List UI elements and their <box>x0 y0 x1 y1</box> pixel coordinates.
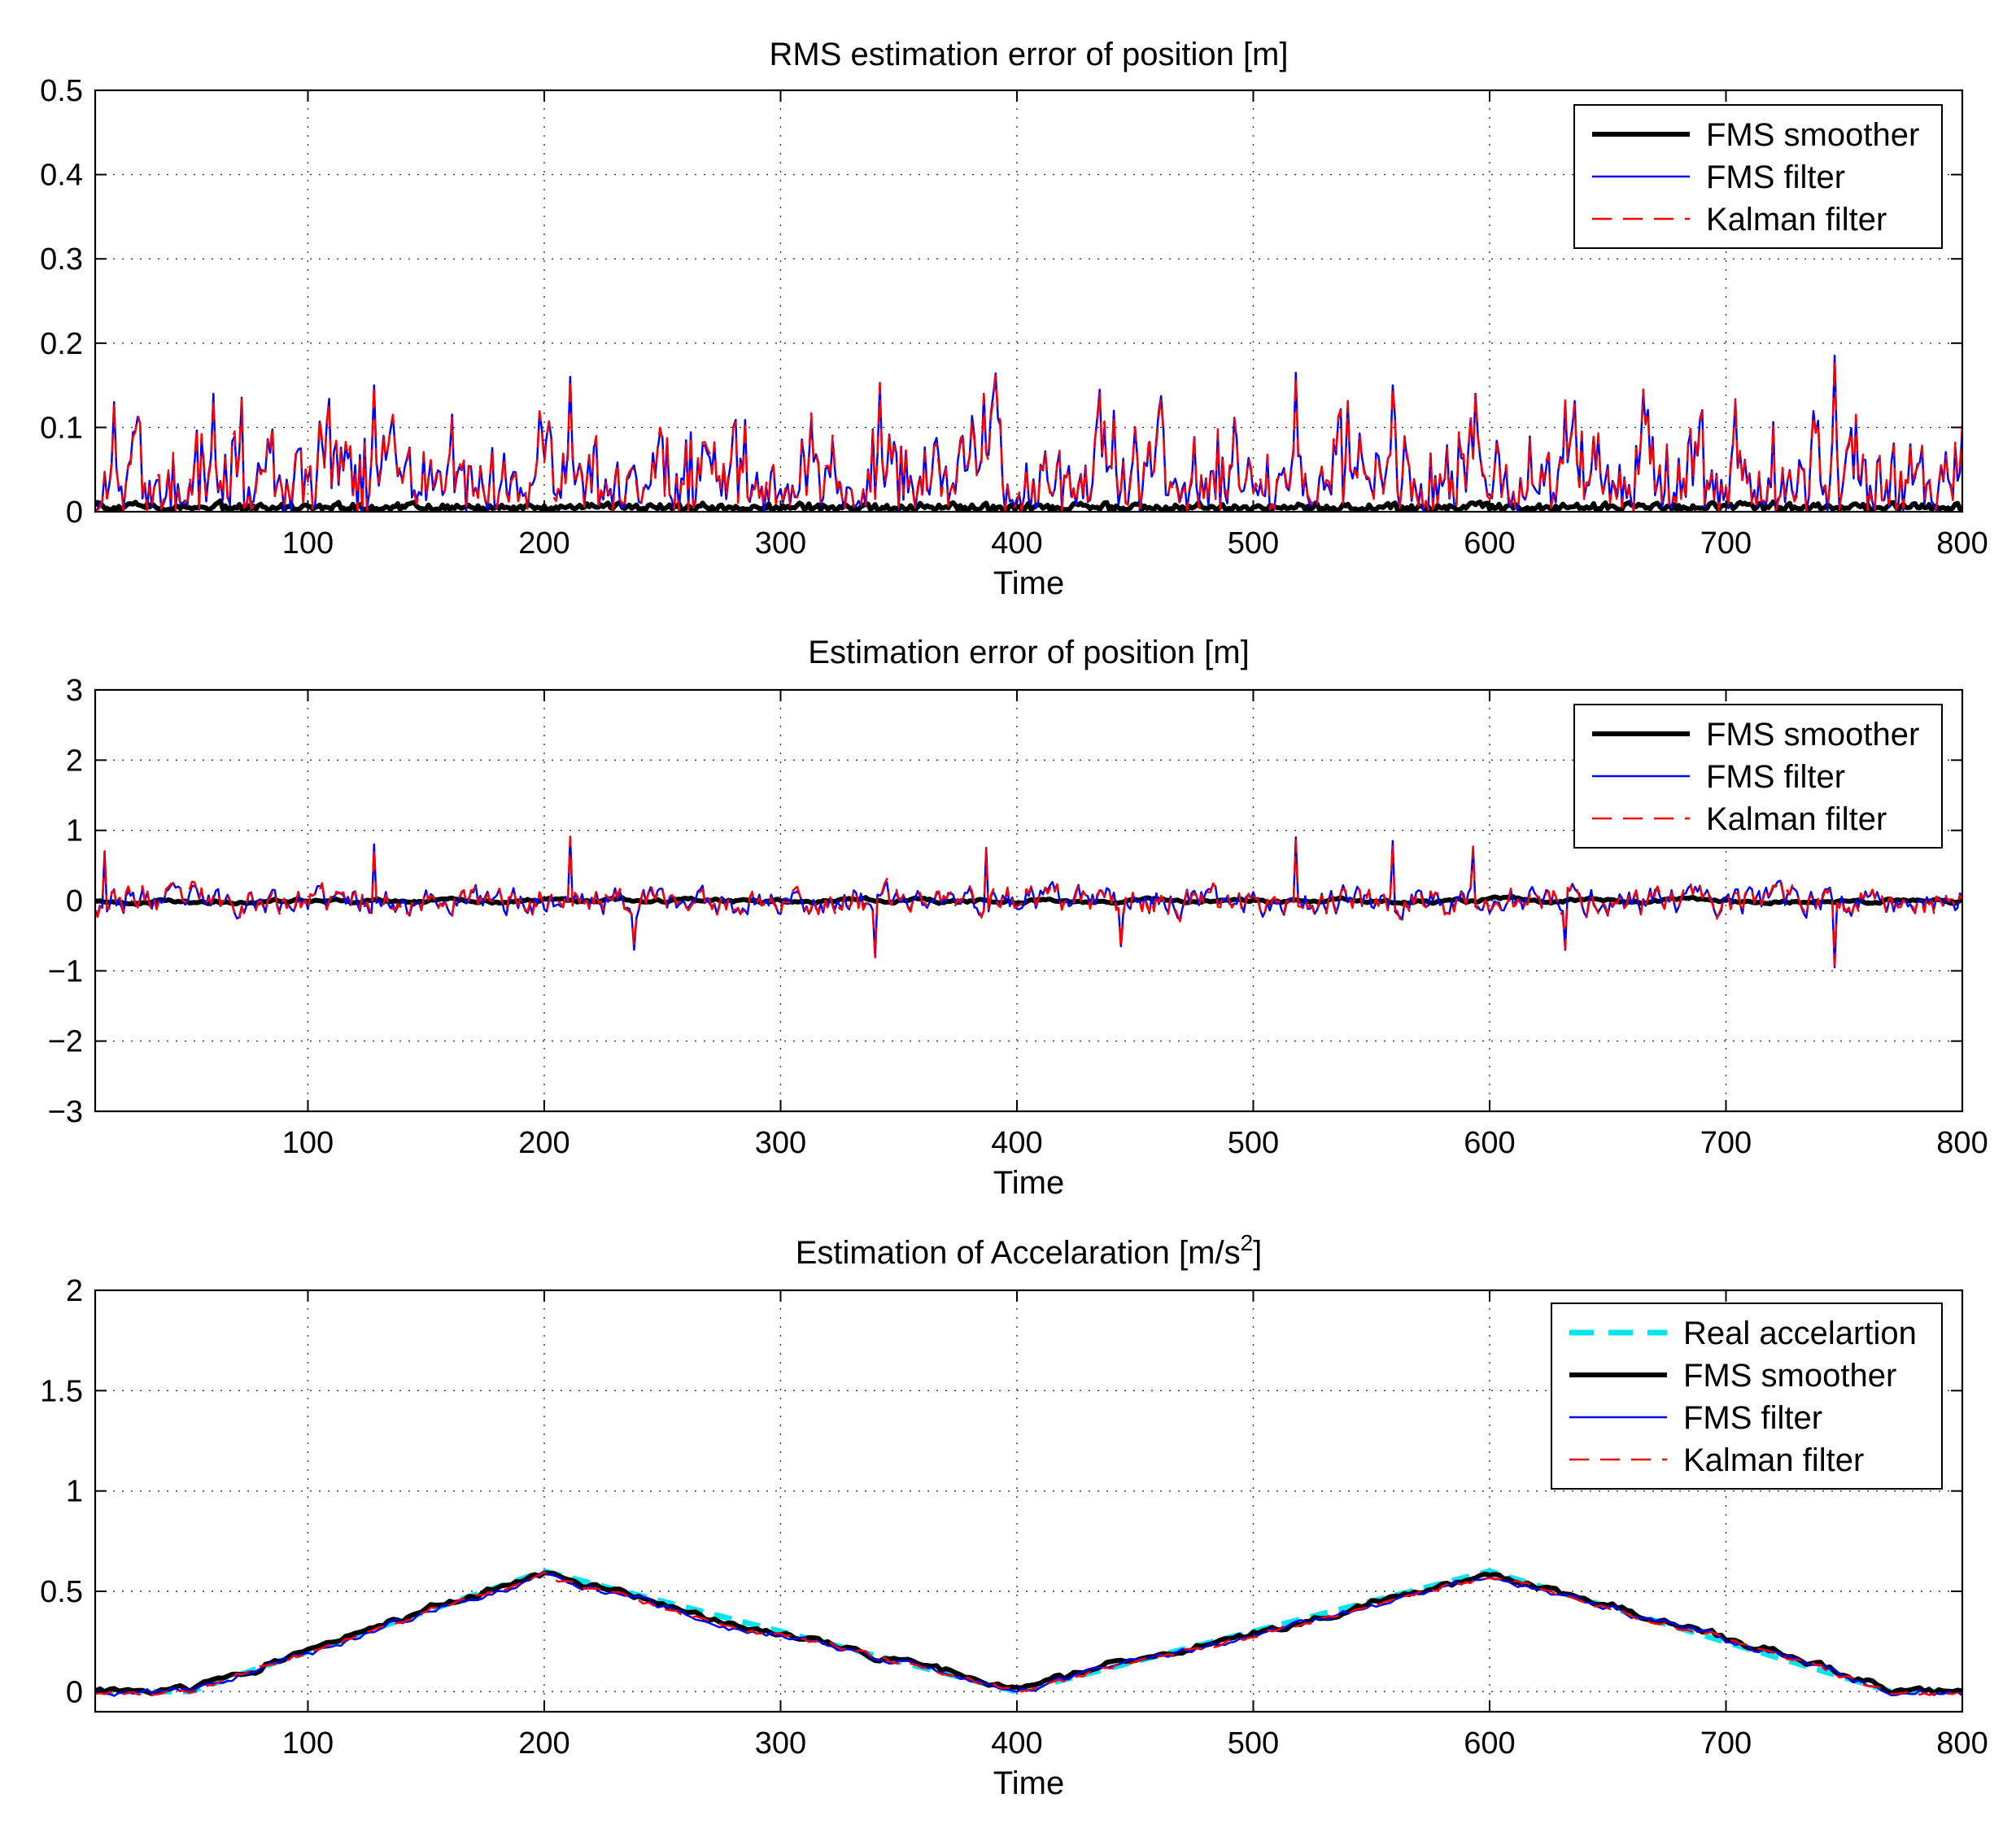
y-tick-label: −3 <box>48 1095 83 1129</box>
y-tick-label: 0.1 <box>40 411 83 445</box>
y-tick-label: 1 <box>66 814 83 849</box>
chart-title-text: Estimation error of position [m] <box>808 635 1249 670</box>
series-group <box>95 355 1962 512</box>
chart-title-text: Estimation of Accelaration [m/s <box>796 1235 1241 1271</box>
legend-label: Kalman filter <box>1683 1442 1864 1478</box>
series-line-kalman-filter <box>95 836 1962 967</box>
y-tick-label: 0.3 <box>40 242 83 277</box>
legend-box <box>1573 104 1943 249</box>
legend-label: FMS filter <box>1706 759 1845 795</box>
x-tick-label: 100 <box>282 1726 334 1761</box>
tick-marks <box>95 89 1963 513</box>
x-tick-label: 500 <box>1228 1126 1279 1160</box>
axes-box <box>94 1289 1964 1713</box>
y-tick-label: 1.5 <box>40 1374 83 1408</box>
legend-label: Real accelartion <box>1683 1316 1917 1351</box>
y-tick-label: 1 <box>66 1475 83 1509</box>
x-tick-label: 600 <box>1464 1726 1515 1761</box>
x-tick-label: 300 <box>755 1126 806 1160</box>
x-axis-label: Time <box>993 565 1064 601</box>
legend-label: FMS smoother <box>1683 1358 1896 1394</box>
y-tick-label: 2 <box>66 744 83 778</box>
series-line-fms-smoother <box>95 894 1962 907</box>
x-tick-label: 200 <box>518 1726 569 1761</box>
x-tick-label: 100 <box>282 526 334 561</box>
x-tick-label: 200 <box>518 526 569 561</box>
axes-box <box>94 89 1964 513</box>
x-tick-label: 700 <box>1700 526 1752 561</box>
x-axis-label: Time <box>993 1165 1064 1201</box>
y-tick-label: 0.5 <box>40 74 83 108</box>
chart-panel-2: 100 200 300 400 500 600 700 800 −3 −2 −1 0 1 2 3 Time Es… <box>48 635 1988 1201</box>
series-group <box>95 836 1962 969</box>
x-tick-label: 300 <box>755 1726 806 1761</box>
tick-marks <box>95 1289 1963 1712</box>
y-tick-label: 2 <box>66 1274 83 1308</box>
series-line-kalman-filter <box>95 1571 1962 1696</box>
legend-label: FMS filter <box>1683 1400 1822 1436</box>
x-tick-label: 500 <box>1228 1726 1279 1761</box>
chart-title-suffix: ] <box>1253 1235 1262 1271</box>
y-tick-label: −1 <box>48 954 83 988</box>
x-tick-label: 200 <box>518 1126 569 1160</box>
y-tick-label: 3 <box>66 674 83 708</box>
y-tick-label: −2 <box>48 1025 83 1059</box>
series-line-kalman-filter <box>95 359 1962 512</box>
tick-marks <box>95 689 1963 1112</box>
legend: FMS smoother FMS filter Kalman filter <box>1573 104 1943 249</box>
x-tick-label: 800 <box>1936 1726 1988 1761</box>
chart-title: RMS estimation error of position [m] <box>770 37 1289 72</box>
x-tick-label: 700 <box>1700 1126 1752 1160</box>
y-tick-label: 0.5 <box>40 1575 83 1609</box>
y-tick-label: 0 <box>66 1675 83 1709</box>
legend: FMS smoother FMS filter Kalman filter <box>1573 704 1943 849</box>
x-tick-label: 800 <box>1936 526 1988 561</box>
legend-label: Kalman filter <box>1706 801 1887 837</box>
legend-label: FMS smoother <box>1706 117 1919 153</box>
x-axis-label: Time <box>993 1765 1064 1801</box>
legend: Real accelartion FMS smoother FMS filter Ka… <box>1551 1303 1943 1490</box>
x-tick-label: 400 <box>991 1126 1042 1160</box>
chart-title: Estimation of Accelaration [m/s2] <box>796 1230 1263 1271</box>
chart-title-superscript: 2 <box>1241 1230 1254 1255</box>
x-tick-label: 800 <box>1936 1126 1988 1160</box>
x-tick-label: 600 <box>1464 1126 1515 1160</box>
x-tick-label: 400 <box>991 1726 1042 1761</box>
legend-label: FMS filter <box>1706 159 1845 195</box>
y-tick-label: 0 <box>66 884 83 919</box>
x-tick-label: 500 <box>1228 526 1279 561</box>
x-tick-label: 600 <box>1464 526 1515 561</box>
legend-label: Kalman filter <box>1706 202 1887 238</box>
series-line-fms-smoother <box>95 498 1962 512</box>
series-group <box>95 1568 1962 1697</box>
chart-panel-3: 100 200 300 400 500 600 700 800 0 0.5 1 1.5 2 Time Est… <box>40 1230 1988 1801</box>
chart-title: Estimation error of position [m] <box>808 635 1249 670</box>
legend-label: FMS smoother <box>1706 717 1919 753</box>
chart-title-text: RMS estimation error of position [m] <box>770 37 1289 72</box>
x-tick-label: 300 <box>755 526 806 561</box>
chart-panel-1: 100 200 300 400 500 600 700 800 0 0.1 0.2 0.3 0.4 0.5… <box>40 37 1988 601</box>
y-tick-label: 0.2 <box>40 327 83 361</box>
y-tick-label: 0.4 <box>40 159 83 193</box>
y-tick-label: 0 <box>66 495 83 530</box>
x-tick-label: 400 <box>991 526 1042 561</box>
x-tick-label: 700 <box>1700 1726 1752 1761</box>
x-tick-label: 100 <box>282 1126 334 1160</box>
